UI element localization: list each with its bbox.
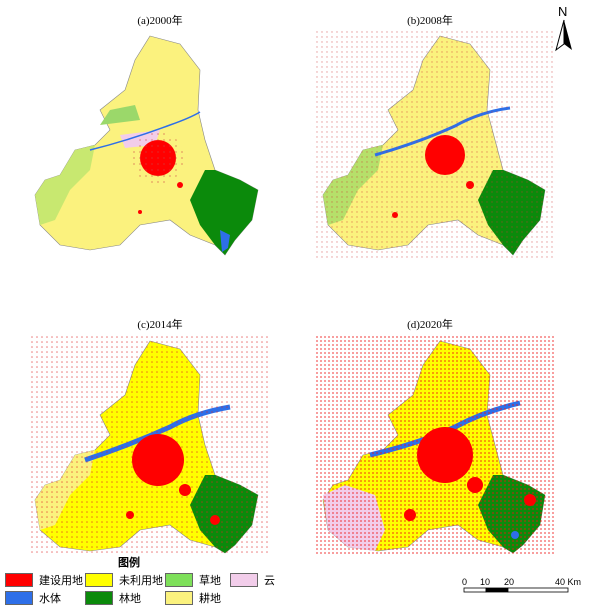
panel-title-c: (c)2014年	[137, 319, 183, 331]
legend-item-cloud: 云	[230, 572, 275, 588]
north-label: N	[558, 4, 568, 19]
legend-item-grassland: 草地	[165, 572, 221, 588]
map-2000	[34, 35, 259, 256]
legend-item-cropland: 耕地	[165, 590, 221, 606]
panel-title-b: (b)2008年	[407, 15, 453, 27]
legend-swatch-cropland	[165, 591, 193, 605]
scale-bar	[463, 587, 569, 593]
legend-label-grassland: 草地	[199, 574, 221, 587]
north-arrow-icon	[555, 19, 572, 52]
legend-label-cropland: 耕地	[199, 592, 221, 605]
legend-item-water: 水体	[5, 590, 61, 606]
scale-tick-40: 40 Km	[555, 577, 582, 587]
legend-swatch-unused	[85, 573, 113, 587]
legend-label-cloud: 云	[264, 574, 275, 587]
map-2020	[315, 335, 555, 555]
panel-title-a: (a)2000年	[137, 15, 183, 27]
legend-swatch-forest	[85, 591, 113, 605]
legend-swatch-grassland	[165, 573, 193, 587]
legend-swatch-construction	[5, 573, 33, 587]
map-2008	[315, 30, 555, 260]
map-2014	[30, 335, 270, 555]
legend-swatch-water	[5, 591, 33, 605]
legend-item-unused: 未利用地	[85, 572, 163, 588]
legend-item-forest: 林地	[85, 590, 141, 606]
scale-tick-10: 10	[480, 577, 491, 587]
scale-tick-20: 20	[504, 577, 515, 587]
panel-title-d: (d)2020年	[407, 319, 453, 331]
legend-item-construction: 建设用地	[5, 572, 83, 588]
legend-label-water: 水体	[39, 592, 61, 605]
legend-title: 图例	[118, 556, 140, 569]
legend-label-forest: 林地	[119, 592, 141, 605]
legend-label-construction: 建设用地	[39, 574, 83, 587]
legend-swatch-cloud	[230, 573, 258, 587]
scale-tick-0: 0	[462, 577, 468, 587]
legend-label-unused: 未利用地	[119, 574, 163, 587]
